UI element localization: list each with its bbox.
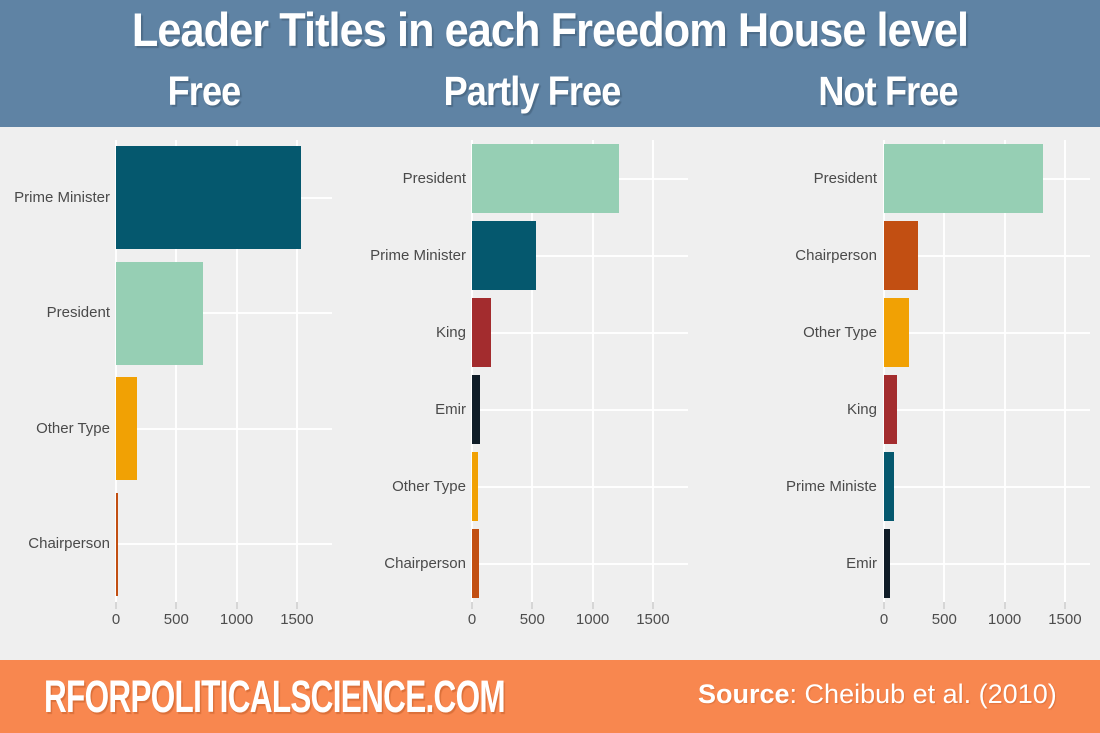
gridline-y-chairperson (884, 254, 1090, 257)
bar-prime-minister (472, 221, 536, 290)
axis-tick-1500 (651, 602, 654, 609)
axis-tick-1500 (1063, 602, 1066, 609)
gridline-y-president (116, 312, 332, 315)
bar-other-type (116, 377, 137, 481)
bar-president (884, 144, 1044, 213)
gridline-x-1000 (235, 140, 238, 602)
bar-other-type (884, 298, 910, 367)
source-text: : Cheibub et al. (2010) (789, 679, 1057, 709)
bar-chairperson (472, 529, 479, 598)
gridline-y-other-type (472, 485, 688, 488)
footer-banner: RFORPOLITICALSCIENCE.COM Source: Cheibub… (0, 660, 1100, 733)
category-label-chairperson: Chairperson (28, 535, 110, 553)
axis-tick-label-500: 500 (931, 611, 957, 628)
bar-prime-minister (116, 146, 301, 250)
axis-tick-500 (175, 602, 178, 609)
category-label-prime-minister: Prime Minister (370, 246, 466, 264)
facet-title-partly-free: Partly Free (443, 68, 622, 114)
website-text: RFORPOLITICALSCIENCE.COM (44, 671, 506, 722)
category-label-chairperson: Chairperson (795, 246, 877, 264)
bar-king (472, 298, 492, 367)
category-label-emir: Emir (435, 400, 466, 418)
axis-tick-500 (943, 602, 946, 609)
bar-emir (472, 375, 480, 444)
axis-tick-0 (883, 602, 885, 609)
axis-tick-label-0: 0 (879, 611, 889, 628)
source-credit: Source: Cheibub et al. (2010) (698, 679, 1057, 710)
axis-tick-label-1000: 1000 (219, 611, 254, 628)
facet-title-free: Free (167, 68, 242, 114)
gridline-y-other-type (116, 427, 332, 430)
category-label-king: King (435, 323, 466, 341)
bar-president (472, 144, 620, 213)
axis-tick-label-1000: 1000 (575, 611, 610, 628)
gridline-x-1500 (1063, 140, 1066, 602)
page-title: Leader Titles in each Freedom House leve… (131, 3, 969, 56)
category-label-president: President (46, 304, 110, 322)
axis-tick-label-500: 500 (163, 611, 189, 628)
gridline-y-chairperson (472, 562, 688, 565)
gridline-x-1500 (295, 140, 298, 602)
gridline-x-1000 (591, 140, 594, 602)
gridline-x-0 (471, 140, 473, 602)
facet-title-not-free: Not Free (818, 68, 958, 114)
category-label-other-type: Other Type (392, 477, 466, 495)
axis-tick-1000 (1003, 602, 1006, 609)
axis-tick-label-1500: 1500 (280, 611, 314, 628)
gridline-x-1500 (651, 140, 654, 602)
axis-tick-1500 (295, 602, 298, 609)
gridline-y-emir (472, 408, 688, 411)
bar-president (116, 261, 203, 365)
category-label-prime-minister: Prime Minister (14, 188, 110, 206)
axis-tick-label-500: 500 (519, 611, 545, 628)
axis-tick-1000 (591, 602, 594, 609)
chart-panel-not-free: 0 500 1000 1500 President Chairperson Other Ty… (733, 127, 1100, 660)
gridline-x-0 (115, 140, 117, 602)
chart-panel-free: 0 500 1000 1500 Prime Minister President Other… (0, 127, 367, 660)
bar-chairperson (884, 221, 919, 290)
category-label-other-type: Other Type (36, 419, 110, 437)
axis-tick-label-1500: 1500 (1048, 611, 1082, 628)
bar-chairperson (116, 492, 118, 596)
gridline-x-0 (883, 140, 885, 602)
category-label-king: King (846, 400, 877, 418)
gridline-y-prime-minister (472, 254, 688, 257)
axis-tick-0 (115, 602, 117, 609)
category-label-other-type: Other Type (803, 323, 877, 341)
category-label-president: President (402, 169, 466, 187)
gridline-x-500 (175, 140, 178, 602)
category-label-president: President (813, 169, 877, 187)
bar-other-type (472, 452, 479, 521)
chart-panel-partly-free: 0 500 1000 1500 President Prime Minister King E… (367, 127, 733, 660)
axis-tick-1000 (235, 602, 238, 609)
bar-king (884, 375, 898, 444)
charts-area: 0 500 1000 1500 Prime Minister President Other… (0, 127, 1100, 660)
axis-tick-label-1500: 1500 (636, 611, 670, 628)
category-label-chairperson: Chairperson (384, 554, 466, 572)
gridline-y-other-type (884, 331, 1090, 334)
gridline-y-prime-minister (884, 485, 1090, 488)
gridline-x-500 (531, 140, 534, 602)
axis-tick-label-0: 0 (111, 611, 121, 628)
gridline-y-emir (884, 562, 1090, 565)
category-label-emir: Emir (846, 554, 877, 572)
gridline-x-1000 (1003, 140, 1006, 602)
axis-tick-0 (471, 602, 473, 609)
bar-emir (884, 529, 891, 598)
source-label: Source (698, 679, 790, 709)
axis-tick-label-1000: 1000 (987, 611, 1022, 628)
header-banner: Leader Titles in each Freedom House leve… (0, 0, 1100, 127)
gridline-y-king (472, 331, 688, 334)
bar-prime-minister (884, 452, 894, 521)
gridline-y-chairperson (116, 543, 332, 546)
gridline-x-500 (943, 140, 946, 602)
axis-tick-500 (531, 602, 534, 609)
axis-tick-label-0: 0 (467, 611, 477, 628)
gridline-y-king (884, 408, 1090, 411)
category-label-prime-minister: Prime Minister (786, 477, 877, 495)
